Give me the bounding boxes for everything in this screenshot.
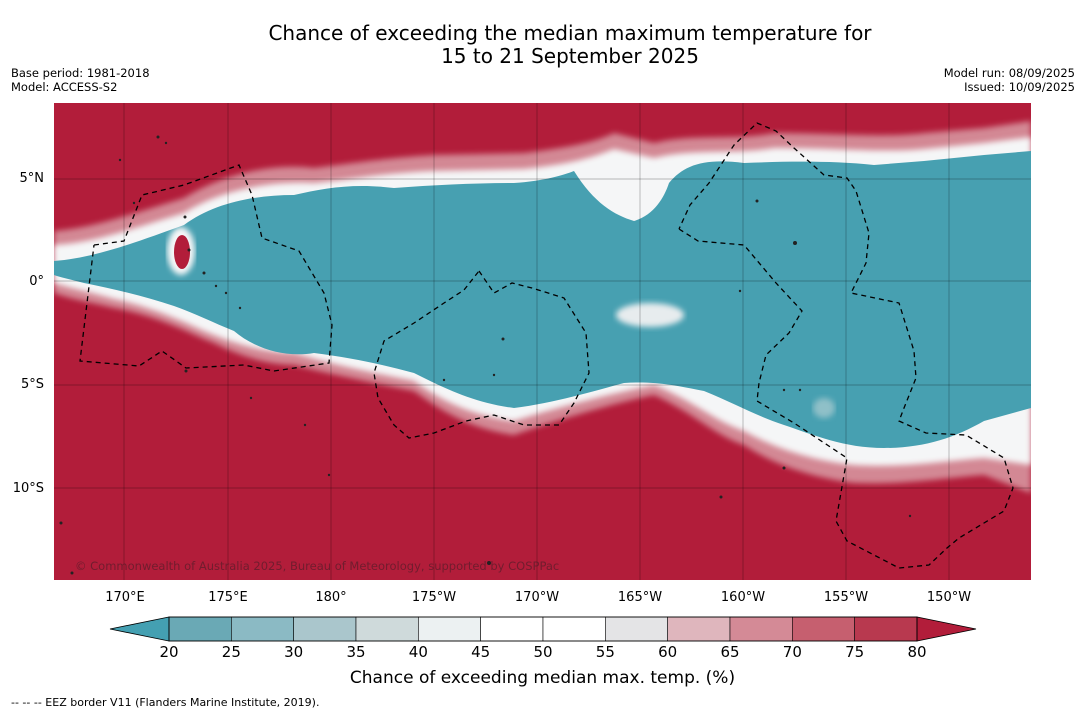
colorbar-tick-label: 55 <box>595 643 615 661</box>
lon-label-170e: 170°E <box>105 590 145 605</box>
lon-label-165w: 165°W <box>617 590 663 605</box>
colorbar-cell <box>231 616 294 642</box>
lat-label-5n: 5°N <box>19 171 45 186</box>
colorbar-tick-label: 20 <box>159 643 179 661</box>
map-title: Chance of exceeding the median maximum t… <box>0 22 1085 68</box>
eez-kiribati-west <box>79 164 333 372</box>
colorbar-label: Chance of exceeding median max. temp. (%… <box>349 668 736 688</box>
lat-label-5s: 5°S <box>20 377 44 392</box>
colorbar-frame <box>168 616 918 642</box>
meta-right: Model run: 08/09/2025 Issued: 10/09/2025 <box>944 66 1075 94</box>
title-line-2: 15 to 21 September 2025 <box>441 44 699 68</box>
colorbar-cell <box>480 616 544 642</box>
issued-date: Issued: 10/09/2025 <box>964 80 1075 94</box>
colorbar-cell <box>293 616 357 642</box>
colorbar-extend-left <box>109 616 170 642</box>
lat-label-0: 0° <box>29 274 44 289</box>
colorbar-tick-label: 65 <box>720 643 740 661</box>
colorbar-tick-label: 70 <box>782 643 802 661</box>
colorbar-cell <box>667 616 731 642</box>
eez-tuvalu-tokelau <box>373 270 590 439</box>
colorbar-tick-label: 40 <box>408 643 428 661</box>
base-period: Base period: 1981-2018 <box>11 66 150 80</box>
colorbar-tick-label: 80 <box>907 643 927 661</box>
lon-label-155w: 155°W <box>823 590 869 605</box>
colorbar-cell <box>355 616 419 642</box>
lon-label-170w: 170°W <box>514 590 560 605</box>
colorbar-cell <box>418 616 481 642</box>
colorbar-tick-label: 35 <box>346 643 366 661</box>
colorbar-tick-label: 45 <box>471 643 491 661</box>
model-run: Model run: 08/09/2025 <box>943 66 1075 80</box>
lon-label-175w: 175°W <box>411 590 457 605</box>
model-name: Model: ACCESS-S2 <box>11 80 118 94</box>
cool-patch-light <box>616 303 684 327</box>
lon-label-175e: 175°E <box>208 590 248 605</box>
lon-label-150w: 150°W <box>926 590 972 605</box>
colorbar-tick-label: 25 <box>221 643 241 661</box>
probability-map <box>54 103 1031 580</box>
eez-phoenix <box>678 122 1014 569</box>
warm-blob-core <box>174 235 190 269</box>
colorbar-cell <box>168 616 232 642</box>
map-svg <box>54 103 1031 580</box>
lat-label-10s: 10°S <box>12 481 44 496</box>
copyright-notice: © Commonwealth of Australia 2025, Bureau… <box>75 559 560 573</box>
colorbar-tick-label: 30 <box>284 643 304 661</box>
title-line-1: Chance of exceeding the median maximum t… <box>268 21 872 45</box>
meta-left: Base period: 1981-2018 Model: ACCESS-S2 <box>11 66 150 94</box>
lon-label-180: 180° <box>315 590 347 605</box>
colorbar-tick-label: 60 <box>658 643 678 661</box>
colorbar-cell <box>792 616 855 642</box>
band-cool <box>54 151 1031 448</box>
colorbar-cell <box>605 616 668 642</box>
cool-patch-small <box>813 398 835 418</box>
colorbar-cell <box>542 616 606 642</box>
graticule <box>54 103 1031 580</box>
lon-label-160w: 160°W <box>720 590 766 605</box>
eez-footnote: -- -- -- EEZ border V11 (Flanders Marine… <box>11 696 320 709</box>
colorbar-cell <box>854 616 918 642</box>
colorbar-tick-label: 50 <box>533 643 553 661</box>
islands <box>59 135 912 575</box>
colorbar-tick-label: 75 <box>845 643 865 661</box>
colorbar-cell <box>729 616 793 642</box>
colorbar-extend-right <box>916 616 977 642</box>
eez-borders <box>79 122 1014 569</box>
